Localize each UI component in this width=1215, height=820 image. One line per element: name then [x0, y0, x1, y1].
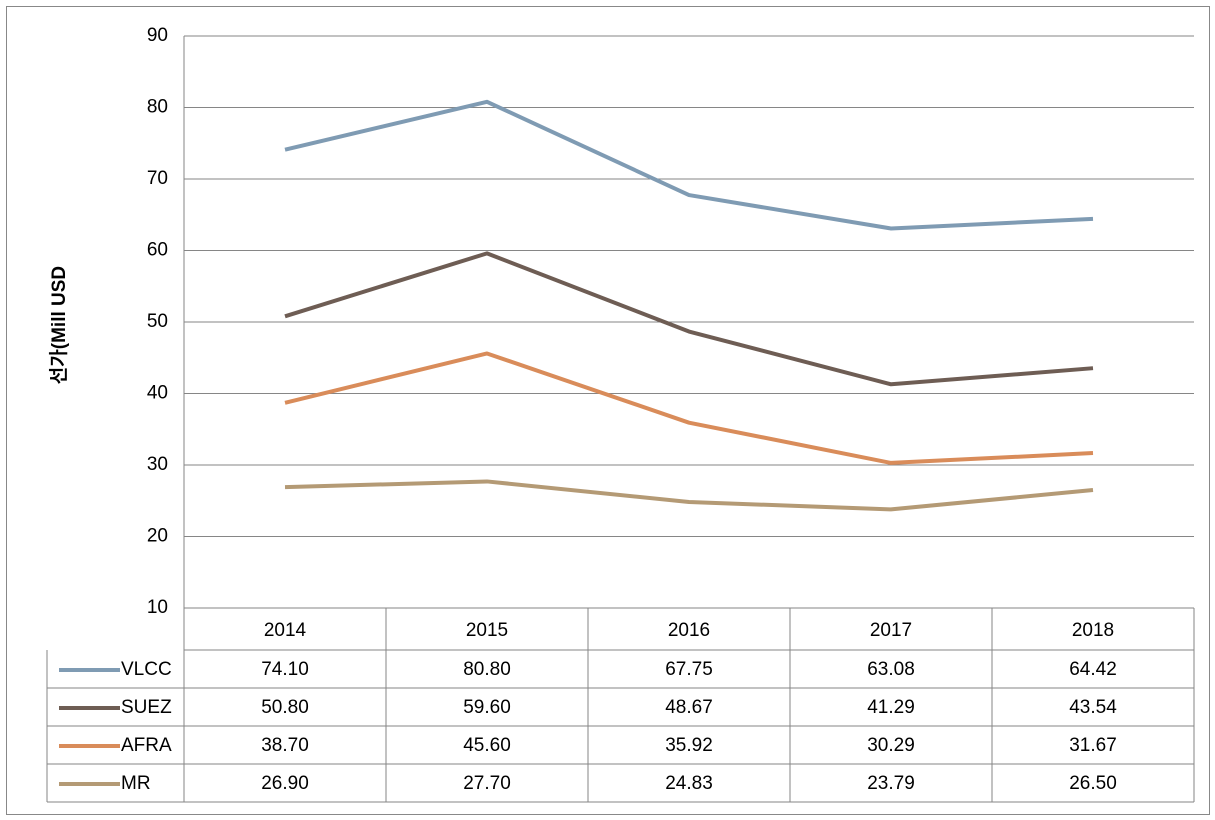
- chart-border: [6, 6, 1210, 815]
- table-value: 50.80: [261, 697, 309, 718]
- table-value: 80.80: [463, 659, 511, 680]
- table-value: 59.60: [463, 697, 511, 718]
- table-value: 45.60: [463, 735, 511, 756]
- legend-label: VLCC: [121, 659, 172, 680]
- x-tick-label: 2016: [668, 620, 710, 641]
- table-value: 41.29: [867, 697, 915, 718]
- table-value: 63.08: [867, 659, 915, 680]
- legend-label: AFRA: [121, 735, 172, 756]
- x-tick-label: 2018: [1072, 620, 1114, 641]
- table-value: 38.70: [261, 735, 309, 756]
- table-value: 43.54: [1069, 697, 1117, 718]
- series-line: [284, 351, 1094, 465]
- y-axis-label: 선가(Mill USD: [48, 266, 70, 384]
- y-tick-label: 90: [147, 25, 168, 46]
- legend-label: SUEZ: [121, 697, 172, 718]
- table-value: 26.90: [261, 773, 309, 794]
- x-tick-label: 2014: [264, 620, 307, 641]
- y-tick-label: 40: [147, 383, 168, 404]
- table-value: 30.29: [867, 735, 915, 756]
- y-tick-label: 20: [147, 526, 168, 547]
- table-value: 26.50: [1069, 773, 1117, 794]
- table-value: 64.42: [1069, 659, 1117, 680]
- y-tick-label: 10: [147, 597, 168, 618]
- table-value: 23.79: [867, 773, 915, 794]
- table-value: 48.67: [665, 697, 713, 718]
- table-value: 35.92: [665, 735, 713, 756]
- y-tick-label: 30: [147, 454, 168, 475]
- series-line: [284, 99, 1094, 231]
- series-line: [284, 251, 1094, 387]
- y-tick-label: 70: [147, 168, 168, 189]
- series-line: [284, 479, 1094, 512]
- x-tick-label: 2017: [870, 620, 912, 641]
- table-value: 67.75: [665, 659, 713, 680]
- y-tick-label: 60: [147, 240, 168, 261]
- y-tick-label: 80: [147, 97, 168, 118]
- y-tick-label: 50: [147, 311, 168, 332]
- table-value: 27.70: [463, 773, 511, 794]
- table-value: 24.83: [665, 773, 713, 794]
- x-tick-label: 2015: [466, 620, 508, 641]
- legend-label: MR: [121, 773, 151, 794]
- table-value: 74.10: [261, 659, 309, 680]
- table-value: 31.67: [1069, 735, 1117, 756]
